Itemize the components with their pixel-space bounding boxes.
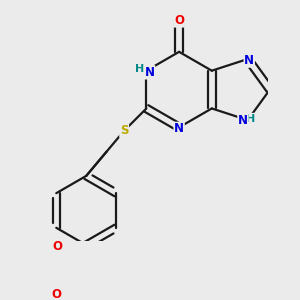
Text: N: N xyxy=(174,122,184,135)
Text: N: N xyxy=(244,54,254,67)
Text: N: N xyxy=(145,66,154,79)
Text: O: O xyxy=(174,14,184,27)
Text: H: H xyxy=(136,64,145,74)
Text: O: O xyxy=(52,240,62,253)
Text: N: N xyxy=(238,114,248,127)
Text: O: O xyxy=(52,288,62,300)
Text: H: H xyxy=(246,113,256,124)
Text: S: S xyxy=(120,124,128,137)
